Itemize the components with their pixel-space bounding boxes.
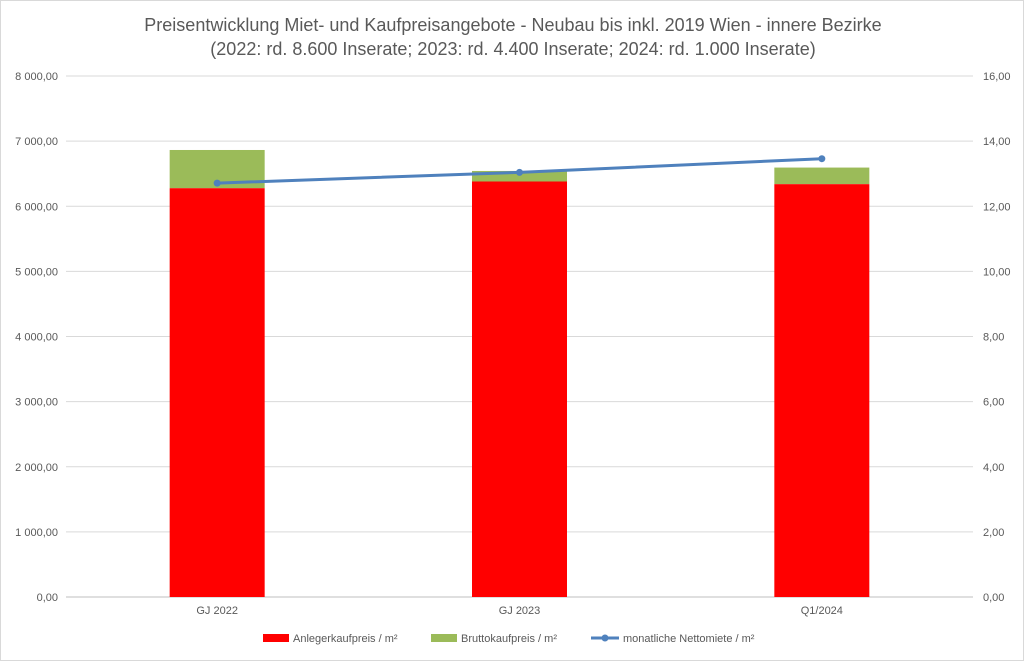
left-tick-label: 2 000,00 — [15, 462, 58, 474]
left-tick-label: 7 000,00 — [15, 136, 58, 148]
left-tick-label: 5 000,00 — [15, 266, 58, 278]
legend-marker-nettomiete — [601, 634, 609, 642]
right-tick-label: 2,00 — [983, 527, 1004, 539]
legend-label-anlegerkaufpreis: Anlegerkaufpreis / m² — [293, 633, 398, 645]
left-tick-label: 1 000,00 — [15, 527, 58, 539]
right-tick-label: 14,00 — [983, 136, 1011, 148]
left-tick-label: 0,00 — [37, 592, 58, 604]
chart-title-line1: Preisentwicklung Miet- und Kaufpreisange… — [144, 15, 881, 35]
left-tick-label: 4 000,00 — [15, 332, 58, 344]
category-label: GJ 2022 — [196, 605, 238, 617]
legend-swatch-anlegerkaufpreis — [263, 634, 289, 642]
chart-title-line2: (2022: rd. 8.600 Inserate; 2023: rd. 4.4… — [210, 39, 815, 59]
right-tick-label: 6,00 — [983, 397, 1004, 409]
right-tick-label: 4,00 — [983, 462, 1004, 474]
left-tick-label: 8 000,00 — [15, 71, 58, 83]
line-point-nettomiete — [516, 168, 523, 176]
bar-bruttokaufpreis — [774, 167, 870, 185]
left-tick-label: 3 000,00 — [15, 397, 58, 409]
bar-bruttokaufpreis — [472, 170, 567, 182]
category-label: Q1/2024 — [801, 605, 843, 617]
right-tick-label: 16,00 — [983, 71, 1011, 83]
left-tick-label: 6 000,00 — [15, 201, 58, 213]
right-tick-label: 0,00 — [983, 592, 1004, 604]
category-label: GJ 2023 — [499, 605, 541, 617]
bar-anlegerkaufpreis — [169, 188, 265, 597]
right-tick-label: 10,00 — [983, 266, 1011, 278]
line-point-nettomiete — [213, 179, 221, 187]
legend-label-nettomiete: monatliche Nettomiete / m² — [623, 633, 755, 645]
bar-anlegerkaufpreis — [774, 184, 870, 598]
right-tick-label: 12,00 — [983, 201, 1011, 213]
line-point-nettomiete — [818, 155, 826, 163]
legend-swatch-bruttokaufpreis — [431, 634, 457, 642]
legend-label-bruttokaufpreis: Bruttokaufpreis / m² — [461, 633, 557, 645]
bar-anlegerkaufpreis — [472, 181, 567, 597]
right-tick-label: 8,00 — [983, 332, 1004, 344]
